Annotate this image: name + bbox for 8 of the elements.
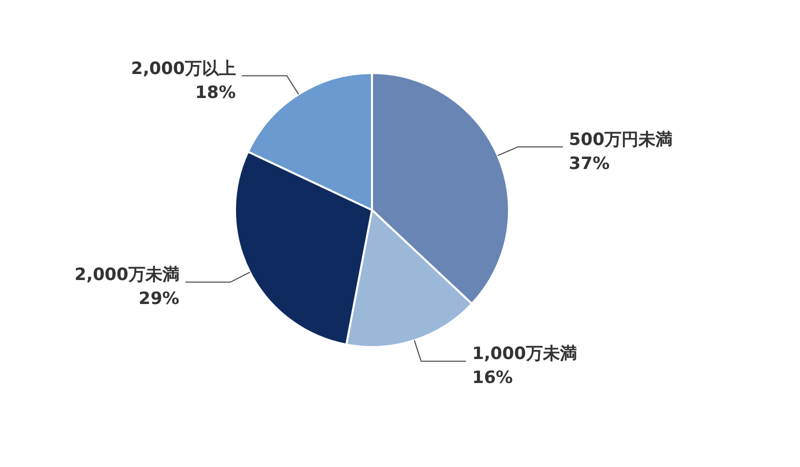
slice-label: 500万円未満 — [568, 130, 672, 150]
slice-label: 2,000万以上 — [131, 58, 236, 79]
slice-label: 2,000万未満 — [74, 265, 180, 286]
data-label: 37% — [568, 154, 610, 174]
data-label: 18% — [195, 82, 236, 103]
data-label: 16% — [472, 368, 513, 388]
slice-label: 1,000万未満 — [472, 344, 577, 364]
data-label: 29% — [138, 289, 180, 310]
